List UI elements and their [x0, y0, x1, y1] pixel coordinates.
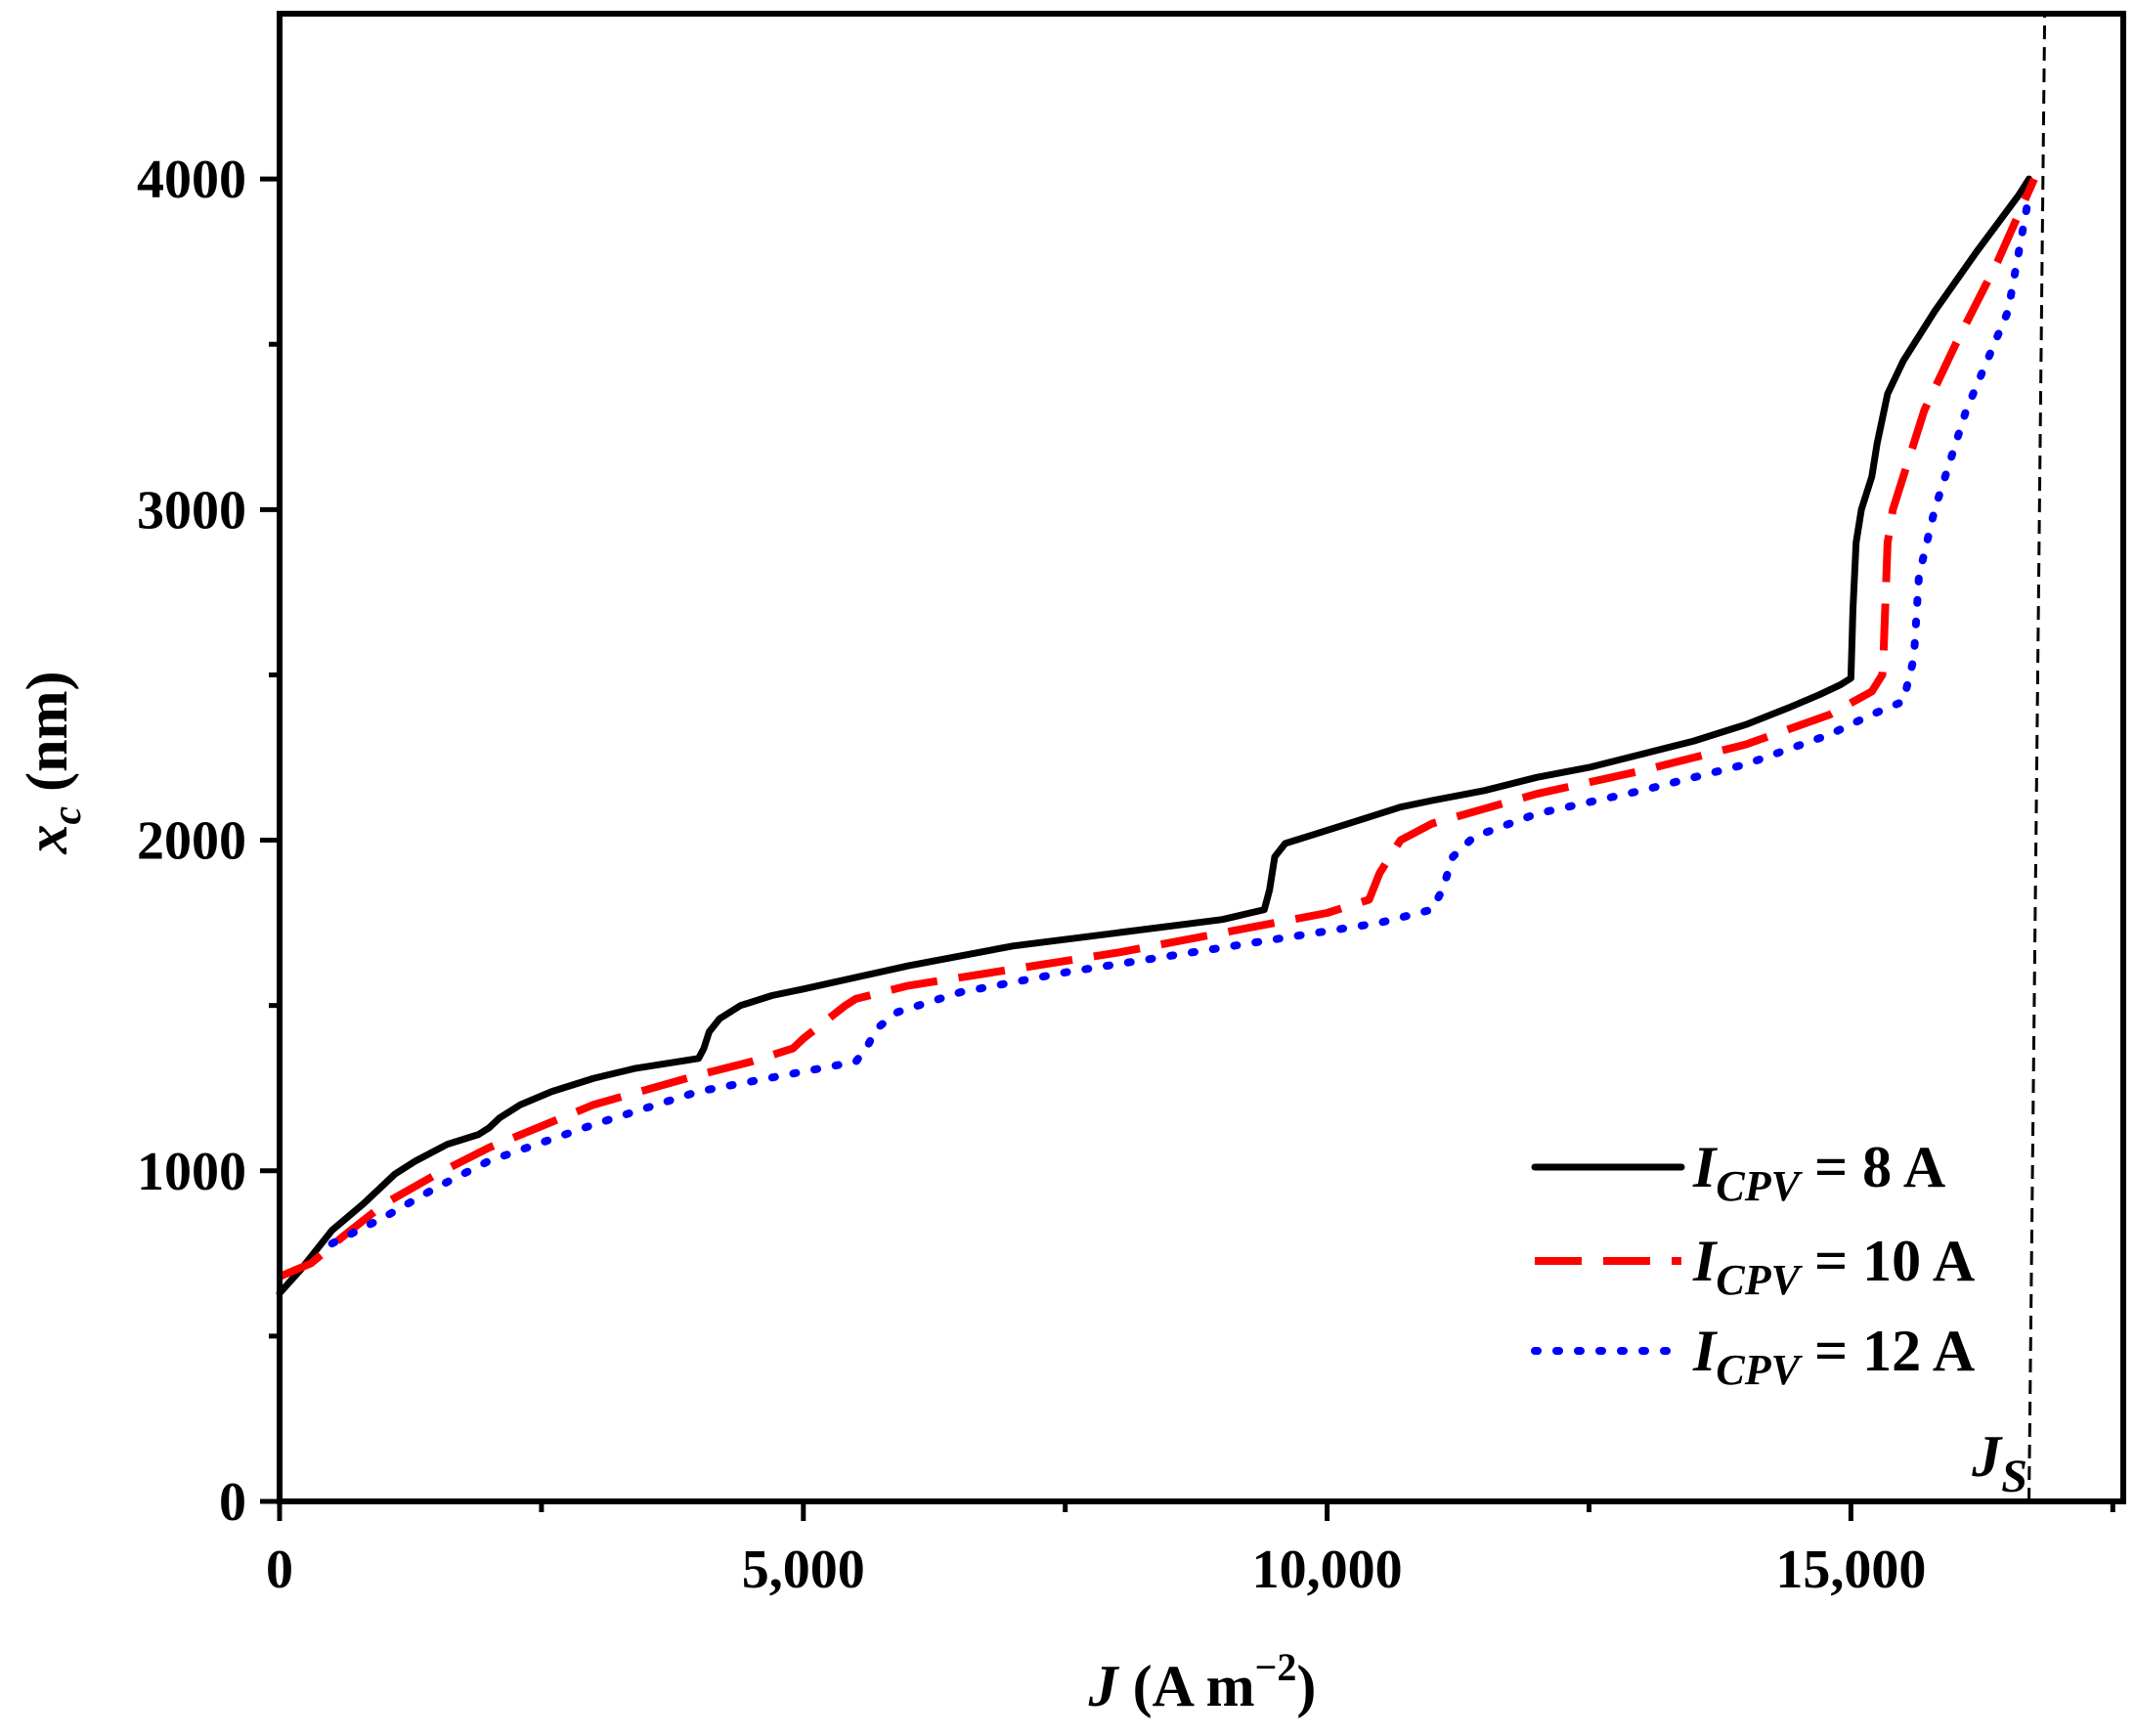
- legend-label-8a-symbol: I: [1692, 1135, 1719, 1199]
- js-label: JS: [1971, 1424, 2027, 1502]
- x-axis-unit: (A m: [1118, 1654, 1255, 1718]
- x-axis-symbol: J: [1088, 1654, 1120, 1718]
- legend-label-8a-value: = 8 A: [1800, 1135, 1945, 1199]
- series-line-10a: [278, 177, 2038, 1280]
- legend-label-12a-subscript: CPV: [1716, 1346, 1803, 1394]
- legend-label-12a: ICPV = 12 A: [1692, 1319, 1975, 1394]
- series-line-12a: [327, 192, 2033, 1248]
- legend-label-12a-value: = 12 A: [1800, 1319, 1975, 1383]
- legend-label-10a-value: = 10 A: [1800, 1229, 1975, 1293]
- x-tick-label: 15,000: [1775, 1540, 1926, 1600]
- js-label-subscript: S: [2001, 1451, 2027, 1502]
- y-axis-symbol: x: [15, 824, 79, 854]
- y-axis-subscript: c: [45, 805, 90, 824]
- plot-frame: [277, 11, 2126, 1504]
- js-label-symbol: J: [1971, 1424, 2003, 1489]
- legend-label-8a-subscript: CPV: [1716, 1162, 1803, 1210]
- x-tick-label: 0: [266, 1540, 293, 1600]
- js-line-layer: [2027, 13, 2047, 1502]
- legend-label-10a-symbol: I: [1692, 1229, 1719, 1293]
- x-axis-title: J (A m−2): [1088, 1645, 1317, 1718]
- legend-label-10a-subscript: CPV: [1716, 1256, 1803, 1304]
- legend-label-10a: ICPV = 10 A: [1692, 1229, 1975, 1304]
- tick-labels-layer: 0 5,000 10,000 15,000 0 1000 2000 3000 4000: [137, 150, 1926, 1600]
- y-axis-title: xc (nm): [15, 672, 90, 855]
- y-tick-label: 4000: [137, 150, 246, 210]
- ticks-layer: [260, 176, 2115, 1521]
- x-tick-label: 10,000: [1252, 1540, 1403, 1600]
- js-vertical-line: [2027, 13, 2047, 1502]
- legend-label-12a-symbol: I: [1692, 1319, 1719, 1383]
- x-axis-close-paren: ): [1296, 1654, 1316, 1718]
- y-tick-label: 2000: [137, 811, 246, 872]
- x-axis-superscript: −2: [1255, 1645, 1297, 1689]
- y-tick-label: 1000: [137, 1142, 246, 1202]
- legend: ICPV = 8 A ICPV = 10 A ICPV = 12 A: [1531, 1135, 1975, 1394]
- y-axis-unit: (nm): [15, 672, 79, 806]
- legend-label-8a: ICPV = 8 A: [1692, 1135, 1945, 1210]
- series-layer: [276, 175, 2038, 1297]
- x-tick-label: 5,000: [742, 1540, 865, 1600]
- y-tick-label: 3000: [137, 480, 246, 541]
- y-tick-label: 0: [219, 1472, 246, 1533]
- series-line-8a: [276, 175, 2033, 1297]
